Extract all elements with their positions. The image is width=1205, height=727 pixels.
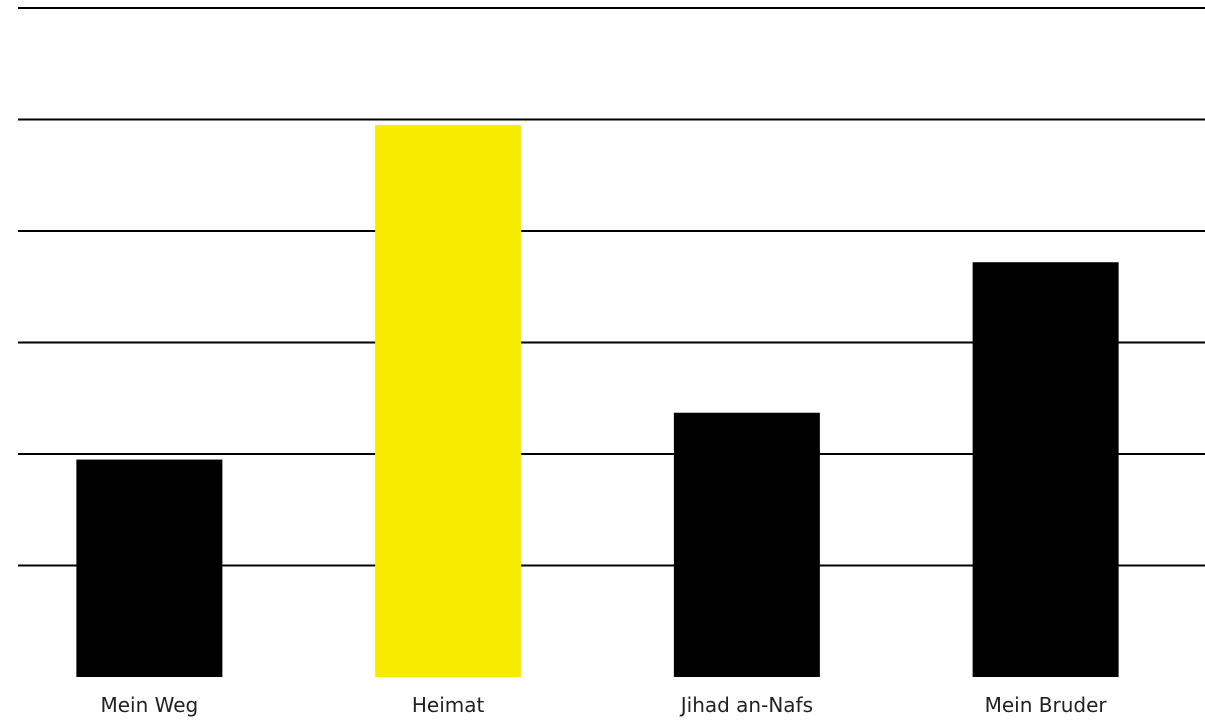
x-tick-label: Mein Bruder xyxy=(985,693,1108,717)
x-tick-label: Jihad an-Nafs xyxy=(679,693,813,717)
category-labels: Mein Weg Heimat Jihad an-Nafs Mein Bruder xyxy=(100,693,1107,717)
bar xyxy=(972,262,1119,677)
bars xyxy=(76,125,1119,677)
x-tick-label: Heimat xyxy=(412,693,485,717)
bar xyxy=(375,125,522,677)
bar xyxy=(76,459,223,677)
bar xyxy=(673,412,820,677)
x-tick-label: Mein Weg xyxy=(100,693,198,717)
